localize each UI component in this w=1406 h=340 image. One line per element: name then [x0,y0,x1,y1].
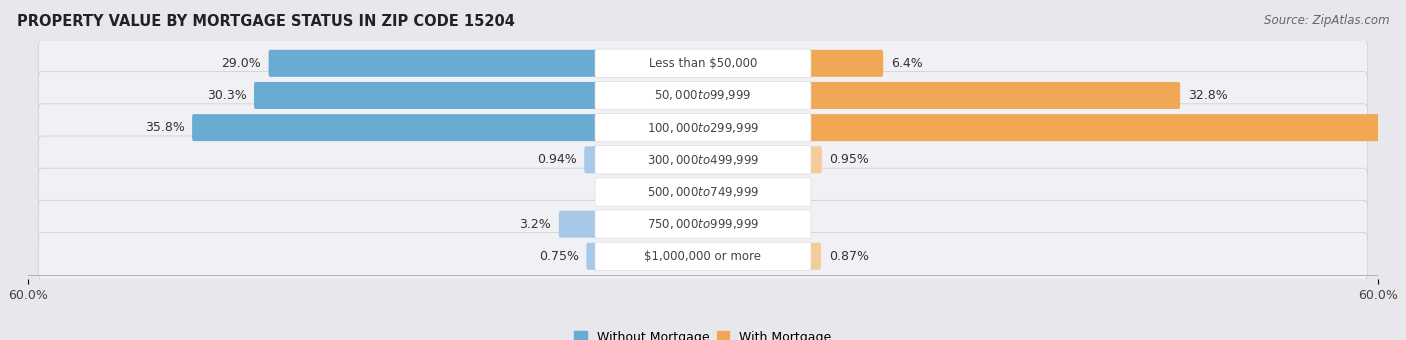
FancyBboxPatch shape [808,82,1180,109]
Text: 0.95%: 0.95% [830,153,869,166]
FancyBboxPatch shape [38,104,1368,151]
FancyBboxPatch shape [269,50,598,77]
FancyBboxPatch shape [38,136,1368,184]
Text: PROPERTY VALUE BY MORTGAGE STATUS IN ZIP CODE 15204: PROPERTY VALUE BY MORTGAGE STATUS IN ZIP… [17,14,515,29]
Legend: Without Mortgage, With Mortgage: Without Mortgage, With Mortgage [569,326,837,340]
Text: 0.87%: 0.87% [828,250,869,263]
Text: 0.94%: 0.94% [537,153,576,166]
FancyBboxPatch shape [595,49,811,78]
FancyBboxPatch shape [595,81,811,109]
FancyBboxPatch shape [193,114,598,141]
Text: Less than $50,000: Less than $50,000 [648,57,758,70]
FancyBboxPatch shape [38,168,1368,216]
Text: 3.2%: 3.2% [519,218,551,231]
Text: 35.8%: 35.8% [145,121,184,134]
FancyBboxPatch shape [808,50,883,77]
Text: $500,000 to $749,999: $500,000 to $749,999 [647,185,759,199]
FancyBboxPatch shape [254,82,598,109]
FancyBboxPatch shape [38,72,1368,119]
FancyBboxPatch shape [808,243,821,270]
FancyBboxPatch shape [595,114,811,142]
FancyBboxPatch shape [808,114,1406,141]
Text: Source: ZipAtlas.com: Source: ZipAtlas.com [1264,14,1389,27]
Text: 30.3%: 30.3% [207,89,246,102]
FancyBboxPatch shape [38,200,1368,248]
Text: $50,000 to $99,999: $50,000 to $99,999 [654,88,752,102]
Text: $750,000 to $999,999: $750,000 to $999,999 [647,217,759,231]
FancyBboxPatch shape [38,39,1368,87]
FancyBboxPatch shape [38,233,1368,280]
FancyBboxPatch shape [595,242,811,270]
Text: $1,000,000 or more: $1,000,000 or more [644,250,762,263]
FancyBboxPatch shape [595,210,811,238]
Text: 0.75%: 0.75% [538,250,579,263]
FancyBboxPatch shape [595,146,811,174]
FancyBboxPatch shape [595,178,811,206]
FancyBboxPatch shape [585,146,598,173]
Text: 32.8%: 32.8% [1188,89,1227,102]
Text: $100,000 to $299,999: $100,000 to $299,999 [647,121,759,135]
FancyBboxPatch shape [808,146,823,173]
FancyBboxPatch shape [586,243,598,270]
FancyBboxPatch shape [558,210,598,238]
Text: $300,000 to $499,999: $300,000 to $499,999 [647,153,759,167]
Text: 29.0%: 29.0% [221,57,262,70]
Text: 6.4%: 6.4% [891,57,922,70]
